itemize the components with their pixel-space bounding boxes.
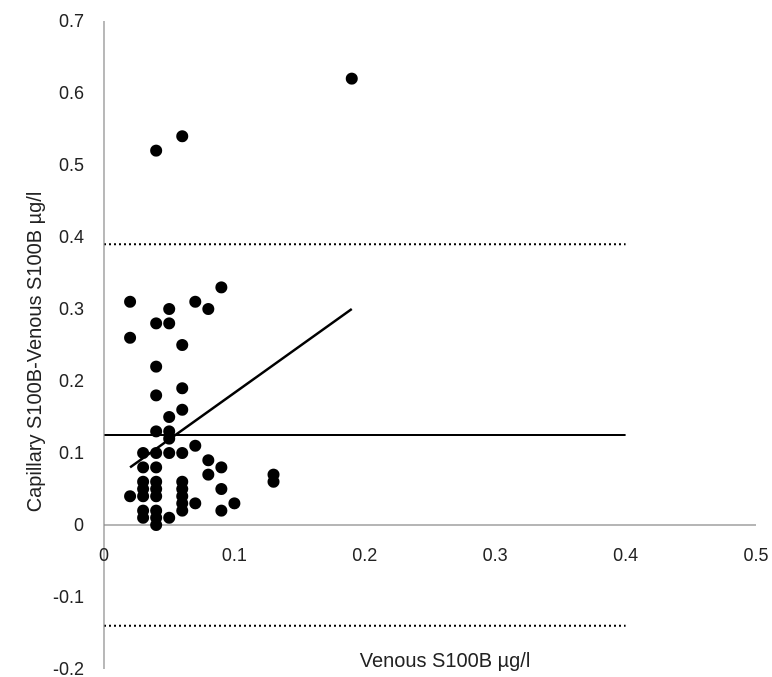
- data-point: [137, 461, 150, 474]
- axes: [103, 21, 756, 669]
- data-point: [163, 447, 176, 459]
- data-point: [163, 411, 176, 423]
- y-tick-labels: -0.2 -0.1 0 0.1 0.2 0.3 0.4 0.5 0.6 0.7: [53, 11, 84, 677]
- data-point: [345, 72, 358, 85]
- data-point: [150, 461, 163, 474]
- data-point: [150, 447, 163, 459]
- x-tick-label: 0.4: [613, 545, 638, 565]
- x-axis-title: Venous S100B µg/l: [360, 650, 531, 672]
- y-axis-title: Capillary S100B-Venous S100B µg/l: [24, 192, 46, 513]
- data-point: [176, 382, 189, 395]
- data-point: [176, 403, 189, 416]
- data-point: [202, 454, 215, 467]
- data-point: [215, 504, 228, 517]
- y-tick-label: 0.5: [59, 155, 84, 175]
- x-tick-label: 0.2: [352, 545, 377, 565]
- y-tick-label: 0.3: [59, 299, 84, 319]
- y-tick-label: 0.2: [59, 371, 84, 391]
- data-point: [228, 497, 241, 510]
- data-point: [189, 439, 202, 452]
- data-point: [124, 295, 137, 308]
- x-tick-labels: 0 0.1 0.2 0.3 0.4 0.5: [99, 545, 769, 565]
- data-point: [215, 281, 228, 294]
- data-points: [124, 72, 358, 531]
- data-point: [150, 360, 163, 373]
- data-point: [189, 497, 202, 510]
- y-tick-label: 0.4: [59, 227, 84, 247]
- x-tick-label: 0: [99, 545, 109, 565]
- x-tick-label: 0.1: [222, 545, 247, 565]
- data-point: [176, 339, 189, 351]
- data-point: [189, 295, 202, 308]
- data-point: [163, 317, 176, 330]
- data-point: [163, 511, 176, 524]
- data-point: [150, 144, 163, 157]
- x-tick-label: 0.3: [483, 545, 508, 565]
- y-tick-label: -0.2: [53, 659, 84, 677]
- data-point: [163, 432, 176, 445]
- data-point: [267, 475, 280, 488]
- data-point: [215, 461, 228, 474]
- y-tick-label: 0.6: [59, 83, 84, 103]
- x-tick-label: 0.5: [743, 545, 768, 565]
- data-point: [137, 447, 150, 459]
- data-point: [150, 389, 163, 402]
- y-tick-label: -0.1: [53, 587, 84, 607]
- data-point: [150, 490, 163, 503]
- data-point: [163, 303, 176, 315]
- data-point: [202, 303, 215, 315]
- data-point: [202, 468, 215, 481]
- trend-line: [129, 307, 353, 469]
- y-tick-label: 0.7: [59, 11, 84, 31]
- trend-line-group: [129, 307, 353, 469]
- data-point: [176, 447, 189, 459]
- data-point: [215, 483, 228, 495]
- data-point: [124, 331, 137, 344]
- data-point: [150, 425, 163, 438]
- data-point: [137, 490, 150, 503]
- y-tick-label: 0.1: [59, 443, 84, 463]
- data-point: [150, 519, 163, 531]
- data-point: [137, 511, 150, 524]
- data-point: [176, 130, 189, 143]
- data-point: [124, 490, 137, 503]
- data-point: [150, 317, 163, 330]
- y-tick-label: 0: [74, 515, 84, 535]
- reference-lines: [104, 243, 626, 627]
- data-point: [176, 504, 189, 517]
